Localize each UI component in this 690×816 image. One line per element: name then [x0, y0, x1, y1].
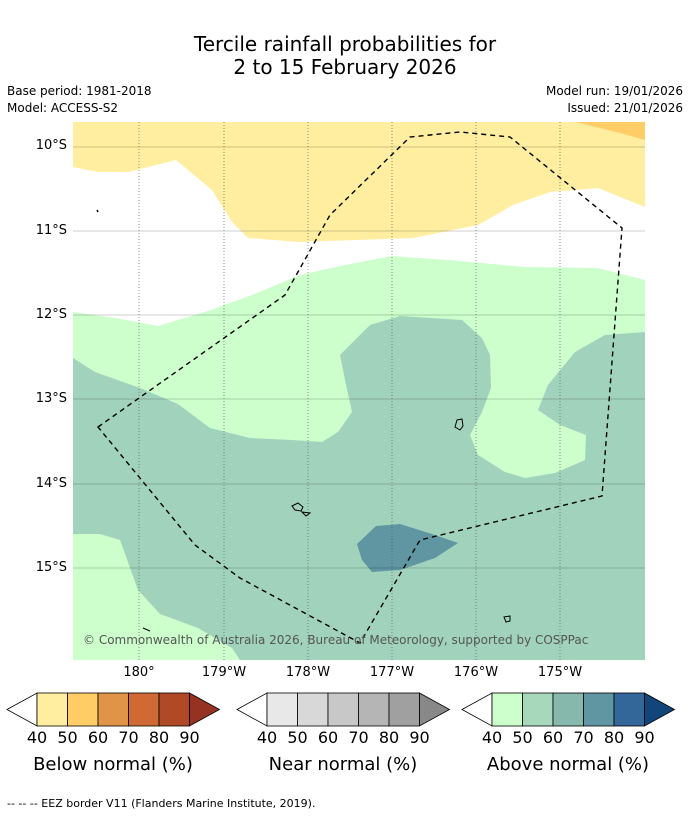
colorbar-tick-label: 40	[26, 728, 48, 747]
colorbar-tick-label: 80	[603, 728, 625, 747]
lon-label-180: 180°	[123, 665, 155, 680]
colorbar-high-arrow	[644, 692, 676, 727]
lon-label-177w: 177°W	[369, 665, 415, 680]
colorbar-low-arrow	[236, 692, 268, 727]
island-southeast	[503, 615, 511, 623]
colorbar-tick-label: 60	[87, 728, 109, 747]
colorbar-tick-label: 90	[409, 728, 430, 747]
colorbar-segment	[36, 692, 68, 727]
colorbar-segment	[158, 692, 190, 727]
colorbar-segment	[522, 692, 554, 727]
region-below-50	[575, 122, 645, 140]
colorbar-segment	[97, 692, 129, 727]
island-futuna	[291, 502, 304, 512]
base-period: Base period: 1981-2018	[7, 84, 152, 98]
lat-label-12s: 12°S	[35, 307, 67, 322]
colorbar-near-normal	[236, 692, 451, 727]
reef-southwest	[142, 627, 151, 632]
colorbar-high-arrow	[189, 692, 221, 727]
lat-label-14s: 14°S	[35, 476, 67, 491]
colorbar-low-arrow	[461, 692, 493, 727]
colorbar-below-normal	[6, 692, 221, 727]
model-run: Model run: 19/01/2026	[545, 84, 683, 98]
colorbar-tick-label: 40	[481, 728, 503, 747]
colorbar-tick-label: 60	[542, 728, 564, 747]
lon-label-179w: 179°W	[201, 665, 247, 680]
title-line-2: 2 to 15 February 2026	[233, 55, 457, 79]
region-above-50	[73, 316, 645, 660]
colorbar-segment	[327, 692, 359, 727]
footnote-eez: -- -- -- EEZ border V11 (Flanders Marine…	[7, 797, 316, 810]
lon-label-178w: 178°W	[285, 665, 331, 680]
colorbar-tick-label: 90	[634, 728, 655, 747]
colorbar-tick-label: 50	[512, 728, 533, 747]
colorbar-segment	[358, 692, 390, 727]
lat-label-15s: 15°S	[35, 560, 67, 575]
colorbar-segment	[583, 692, 615, 727]
colorbar-segment	[67, 692, 99, 727]
colorbar-label-above: Above normal (%)	[486, 754, 650, 775]
lon-label-175w: 175°W	[537, 665, 583, 680]
lat-label-10s: 10°S	[35, 138, 67, 153]
colorbar-tick-label: 40	[256, 728, 278, 747]
island-alofi	[300, 511, 312, 517]
copyright-notice: © Commonwealth of Australia 2026, Bureau…	[83, 633, 589, 647]
colorbar-segment	[388, 692, 420, 727]
colorbar-tick-label: 80	[148, 728, 170, 747]
colorbar-low-arrow	[6, 692, 38, 727]
colorbar-tick-label: 60	[317, 728, 339, 747]
colorbar-segment	[552, 692, 584, 727]
colorbar-tick-label: 50	[287, 728, 308, 747]
colorbar-segment	[491, 692, 523, 727]
colorbar-tick-label: 90	[179, 728, 200, 747]
island-wallis	[454, 418, 464, 431]
colorbar-tick-label: 50	[57, 728, 78, 747]
model-name: Model: ACCESS-S2	[7, 101, 119, 115]
colorbar-label-below: Below normal (%)	[33, 754, 193, 775]
colorbar-segment	[297, 692, 329, 727]
colorbar-segment	[128, 692, 160, 727]
region-above-50-patch	[270, 625, 352, 660]
colorbar-tick-label: 70	[118, 728, 139, 747]
colorbar-high-arrow	[419, 692, 451, 727]
colorbar-above-normal	[461, 692, 676, 727]
colorbar-tick-label: 70	[573, 728, 594, 747]
colorbar-label-near: Near normal (%)	[268, 754, 418, 775]
issued-date: Issued: 21/01/2026	[567, 101, 683, 115]
title-line-1: Tercile rainfall probabilities for	[193, 32, 497, 56]
lat-label-13s: 13°S	[35, 391, 67, 406]
island-northwest	[96, 209, 99, 213]
colorbar-segment	[613, 692, 645, 727]
colorbar-tick-label: 70	[348, 728, 369, 747]
colorbar-tick-label: 80	[378, 728, 400, 747]
lat-label-11s: 11°S	[35, 223, 67, 238]
lon-label-176w: 176°W	[453, 665, 499, 680]
latitude-gridlines	[73, 146, 645, 569]
eez-border	[96, 131, 623, 644]
colorbar-segment	[266, 692, 298, 727]
region-below-40	[73, 122, 645, 242]
region-above-60	[357, 524, 458, 572]
